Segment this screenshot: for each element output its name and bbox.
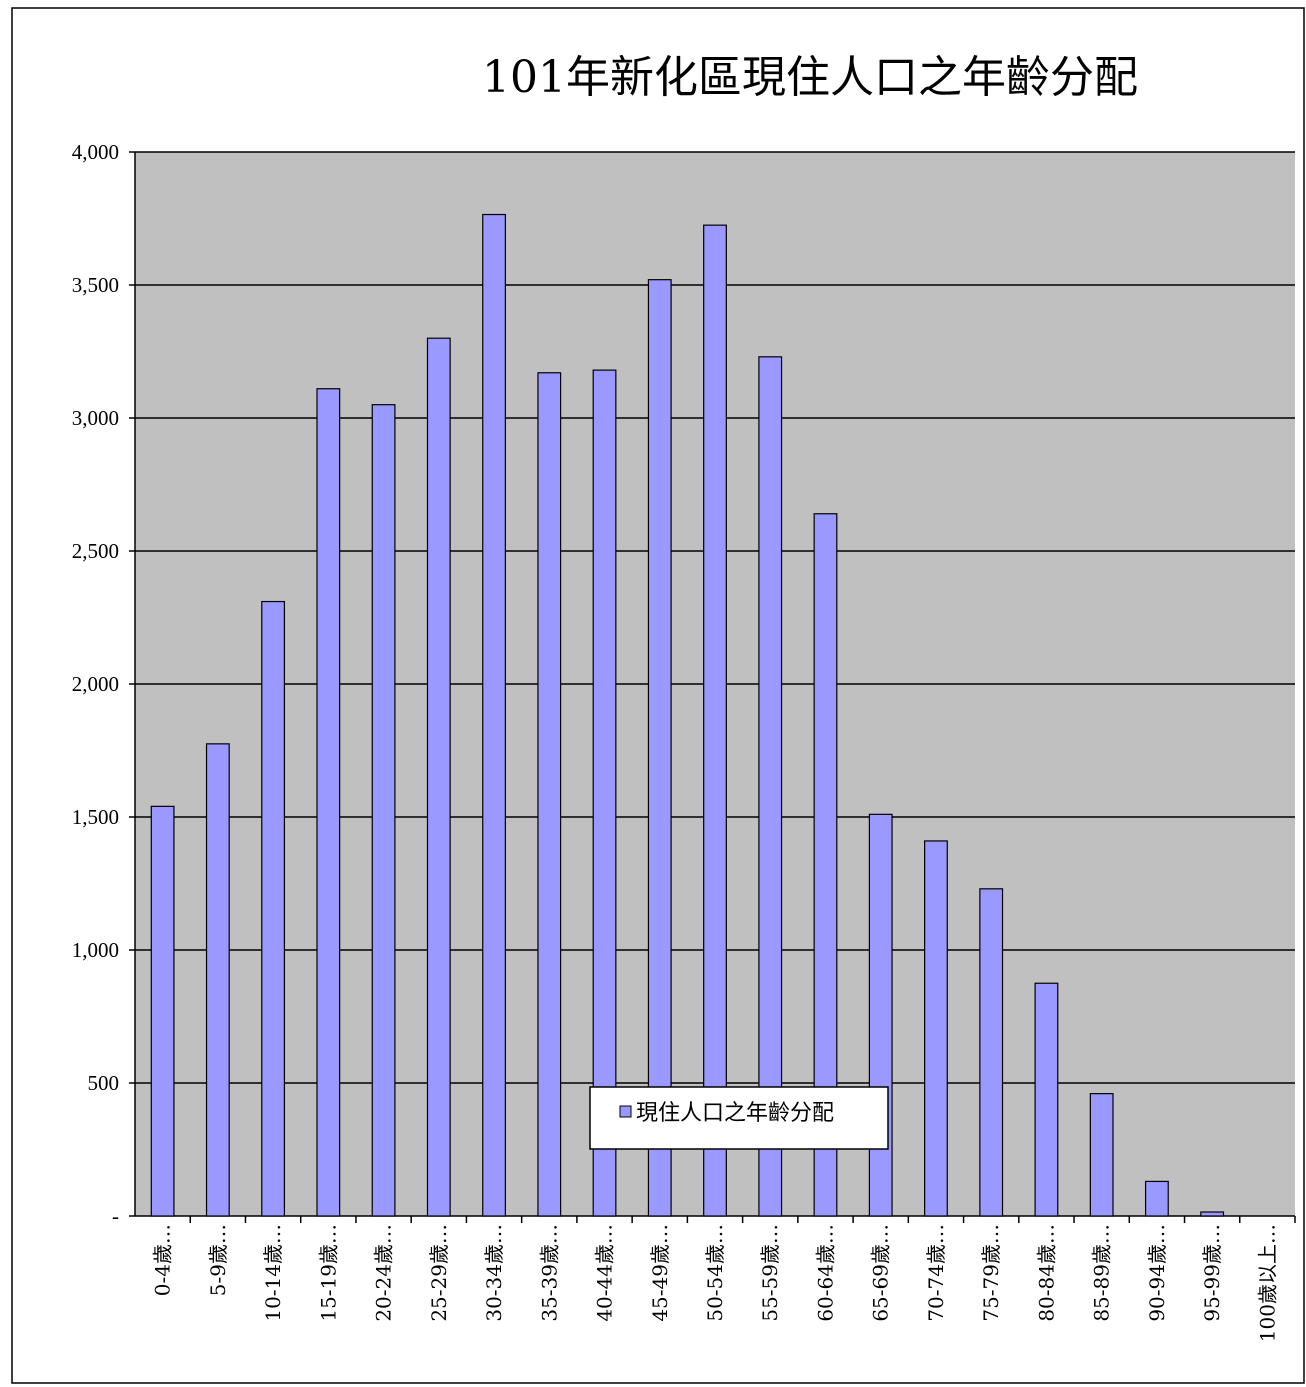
y-tick-label: -: [112, 1204, 119, 1228]
x-tick-label: 55-59歲…: [758, 1224, 782, 1322]
x-tick-label: 30-34歲…: [482, 1224, 506, 1322]
y-tick-label: 2,000: [72, 672, 119, 696]
bar: [261, 600, 286, 1217]
x-tick-label: 50-54歲…: [703, 1224, 727, 1322]
bar: [868, 813, 893, 1217]
bar: [316, 388, 341, 1217]
x-tick-label: 25-29歲…: [427, 1224, 451, 1322]
x-tick-label: 70-74歲…: [924, 1224, 948, 1322]
bar: [1200, 1211, 1225, 1217]
bar: [979, 888, 1004, 1217]
x-tick-label: 20-24歲…: [372, 1224, 396, 1322]
legend-label: 現住人口之年齡分配: [636, 1101, 834, 1126]
y-tick-label: 1,500: [72, 805, 119, 829]
y-tick-label: 3,000: [72, 406, 119, 430]
bar: [592, 369, 617, 1217]
bar: [537, 372, 562, 1217]
bar: [1144, 1180, 1169, 1217]
y-tick-label: 2,500: [72, 539, 119, 563]
x-tick-label: 5-9歲…: [206, 1224, 230, 1296]
bar: [482, 213, 506, 1217]
y-tick-label: 3,500: [72, 273, 119, 297]
y-axis-ticks: - 500 1,000 1,500 2,000 2,500 3,000 3,500 4,000: [72, 140, 135, 1228]
x-tick-label: 95-99歲…: [1200, 1224, 1224, 1322]
bar: [426, 337, 451, 1217]
bar: [924, 840, 948, 1217]
bar: [150, 805, 175, 1217]
y-tick-label: 4,000: [72, 140, 119, 164]
y-tick-label: 500: [88, 1071, 120, 1095]
legend-swatch: [619, 1105, 632, 1118]
bar: [1034, 982, 1059, 1217]
bar: [647, 279, 672, 1217]
bar: [703, 224, 727, 1217]
bar: [371, 404, 396, 1217]
x-tick-label: 40-44歲…: [593, 1224, 617, 1322]
x-tick-label: 15-19歲…: [316, 1224, 340, 1322]
x-tick-label: 0-4歲…: [151, 1224, 175, 1296]
x-tick-label: 45-49歲…: [648, 1224, 672, 1322]
x-tick-label: 10-14歲…: [261, 1224, 285, 1322]
x-axis-ticks: 0-4歲… 5-9歲… 10-14歲… 15-19歲… 20-24歲… 25-29歲… 30…: [151, 1216, 1296, 1342]
legend-box: [589, 1086, 889, 1150]
x-tick-label: 100歲以上…: [1255, 1224, 1279, 1342]
x-tick-label: 80-84歲…: [1034, 1224, 1058, 1322]
bar: [813, 513, 838, 1217]
bar: [205, 743, 230, 1217]
x-tick-label: 75-79歲…: [979, 1224, 1003, 1322]
bar: [1089, 1093, 1114, 1217]
chart-title: 101年新化區現住人口之年齡分配: [482, 52, 1138, 103]
y-tick-label: 1,000: [72, 938, 119, 962]
x-tick-label: 60-64歲…: [813, 1224, 837, 1322]
x-tick-label: 85-89歲…: [1090, 1224, 1114, 1322]
x-tick-label: 35-39歲…: [537, 1224, 561, 1322]
bar: [758, 356, 783, 1217]
bars: [150, 213, 1225, 1217]
legend: 現住人口之年齡分配: [589, 1086, 889, 1150]
x-tick-label: 65-69歲…: [869, 1224, 893, 1322]
x-tick-label: 90-94歲…: [1145, 1224, 1169, 1322]
